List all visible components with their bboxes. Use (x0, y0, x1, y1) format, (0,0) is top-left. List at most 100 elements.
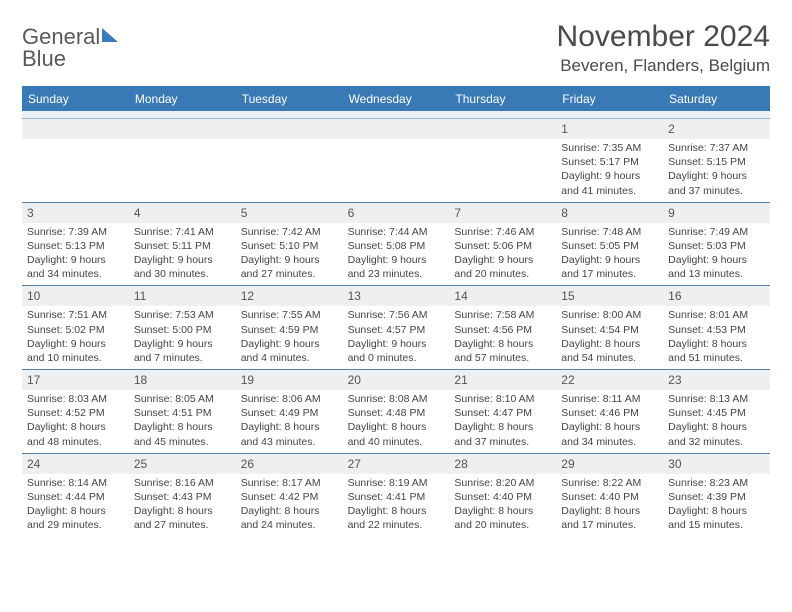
day-number: 29 (556, 454, 663, 474)
sunrise-text: Sunrise: 7:49 AM (668, 225, 765, 239)
day-cell: 29Sunrise: 8:22 AMSunset: 4:40 PMDayligh… (556, 454, 663, 537)
sunset-text: Sunset: 4:54 PM (561, 323, 658, 337)
day-info: Sunrise: 8:14 AMSunset: 4:44 PMDaylight:… (22, 474, 129, 537)
day-info: Sunrise: 8:19 AMSunset: 4:41 PMDaylight:… (343, 474, 450, 537)
day-number: 14 (449, 286, 556, 306)
sunrise-text: Sunrise: 7:51 AM (27, 308, 124, 322)
daylight-text-2: and 10 minutes. (27, 351, 124, 365)
day-number: 9 (663, 203, 770, 223)
day-cell: 20Sunrise: 8:08 AMSunset: 4:48 PMDayligh… (343, 370, 450, 453)
day-info: Sunrise: 8:06 AMSunset: 4:49 PMDaylight:… (236, 390, 343, 453)
day-cell: 30Sunrise: 8:23 AMSunset: 4:39 PMDayligh… (663, 454, 770, 537)
sunrise-text: Sunrise: 7:46 AM (454, 225, 551, 239)
sunrise-text: Sunrise: 8:06 AM (241, 392, 338, 406)
sunset-text: Sunset: 4:41 PM (348, 490, 445, 504)
day-number: 23 (663, 370, 770, 390)
day-number: 1 (556, 119, 663, 139)
day-cell: 25Sunrise: 8:16 AMSunset: 4:43 PMDayligh… (129, 454, 236, 537)
daylight-text-1: Daylight: 8 hours (134, 504, 231, 518)
day-number: 13 (343, 286, 450, 306)
day-number: 22 (556, 370, 663, 390)
daylight-text-1: Daylight: 9 hours (241, 337, 338, 351)
sunset-text: Sunset: 4:49 PM (241, 406, 338, 420)
sunset-text: Sunset: 5:06 PM (454, 239, 551, 253)
calendar: Sunday Monday Tuesday Wednesday Thursday… (22, 86, 770, 536)
day-number: 12 (236, 286, 343, 306)
day-number: 7 (449, 203, 556, 223)
location: Beveren, Flanders, Belgium (557, 56, 770, 76)
sunset-text: Sunset: 4:40 PM (561, 490, 658, 504)
daylight-text-2: and 51 minutes. (668, 351, 765, 365)
daylight-text-2: and 4 minutes. (241, 351, 338, 365)
daylight-text-1: Daylight: 9 hours (561, 253, 658, 267)
sunset-text: Sunset: 5:03 PM (668, 239, 765, 253)
sunrise-text: Sunrise: 8:03 AM (27, 392, 124, 406)
day-cell: 12 Sunrise: 7:55 AMSunset: 4:59 PMDayligh… (236, 286, 343, 369)
daylight-text-2: and 13 minutes. (668, 267, 765, 281)
day-number: 24 (22, 454, 129, 474)
day-info: Sunrise: 7:37 AMSunset: 5:15 PMDaylight:… (663, 139, 770, 202)
sunset-text: Sunset: 4:53 PM (668, 323, 765, 337)
daylight-text-2: and 30 minutes. (134, 267, 231, 281)
daylight-text-2: and 32 minutes. (668, 435, 765, 449)
day-cell: 23Sunrise: 8:13 AMSunset: 4:45 PMDayligh… (663, 370, 770, 453)
sunset-text: Sunset: 4:57 PM (348, 323, 445, 337)
daylight-text-2: and 27 minutes. (134, 518, 231, 532)
day-cell: 21Sunrise: 8:10 AMSunset: 4:47 PMDayligh… (449, 370, 556, 453)
sunset-text: Sunset: 5:15 PM (668, 155, 765, 169)
daylight-text-2: and 48 minutes. (27, 435, 124, 449)
day-cell: 26Sunrise: 8:17 AMSunset: 4:42 PMDayligh… (236, 454, 343, 537)
daylight-text-1: Daylight: 9 hours (134, 253, 231, 267)
dow-row: Sunday Monday Tuesday Wednesday Thursday… (22, 88, 770, 111)
daylight-text-2: and 22 minutes. (348, 518, 445, 532)
day-info: Sunrise: 7:58 AMSunset: 4:56 PMDaylight:… (449, 306, 556, 369)
day-info: Sunrise: 8:00 AMSunset: 4:54 PMDaylight:… (556, 306, 663, 369)
day-cell: 17Sunrise: 8:03 AMSunset: 4:52 PMDayligh… (22, 370, 129, 453)
daylight-text-1: Daylight: 9 hours (134, 337, 231, 351)
daylight-text-2: and 29 minutes. (27, 518, 124, 532)
day-cell: 2Sunrise: 7:37 AMSunset: 5:15 PMDaylight… (663, 119, 770, 202)
daylight-text-2: and 24 minutes. (241, 518, 338, 532)
sunset-text: Sunset: 4:59 PM (241, 323, 338, 337)
daylight-text-2: and 43 minutes. (241, 435, 338, 449)
day-info: Sunrise: 8:13 AMSunset: 4:45 PMDaylight:… (663, 390, 770, 453)
daylight-text-2: and 34 minutes. (561, 435, 658, 449)
sunrise-text: Sunrise: 8:05 AM (134, 392, 231, 406)
header: General Blue November 2024 Beveren, Flan… (22, 20, 770, 76)
day-number: . (22, 119, 129, 139)
daylight-text-1: Daylight: 9 hours (668, 169, 765, 183)
sunset-text: Sunset: 4:44 PM (27, 490, 124, 504)
daylight-text-2: and 17 minutes. (561, 518, 658, 532)
day-number: . (343, 119, 450, 139)
daylight-text-1: Daylight: 9 hours (668, 253, 765, 267)
sunrise-text: Sunrise: 7:55 AM (241, 308, 338, 322)
dow-sun: Sunday (22, 88, 129, 111)
daylight-text-1: Daylight: 9 hours (27, 337, 124, 351)
daylight-text-2: and 41 minutes. (561, 184, 658, 198)
sunset-text: Sunset: 5:05 PM (561, 239, 658, 253)
daylight-text-1: Daylight: 8 hours (668, 420, 765, 434)
daylight-text-1: Daylight: 8 hours (241, 420, 338, 434)
dow-fri: Friday (556, 88, 663, 111)
day-number: 4 (129, 203, 236, 223)
sunset-text: Sunset: 5:17 PM (561, 155, 658, 169)
sunrise-text: Sunrise: 7:53 AM (134, 308, 231, 322)
day-number: 19 (236, 370, 343, 390)
day-info: Sunrise: 7:48 AMSunset: 5:05 PMDaylight:… (556, 223, 663, 286)
daylight-text-2: and 20 minutes. (454, 267, 551, 281)
day-info: Sunrise: 8:11 AMSunset: 4:46 PMDaylight:… (556, 390, 663, 453)
sunrise-text: Sunrise: 8:13 AM (668, 392, 765, 406)
logo-line2: Blue (22, 48, 100, 70)
sunset-text: Sunset: 4:56 PM (454, 323, 551, 337)
day-info: Sunrise: 7:49 AMSunset: 5:03 PMDaylight:… (663, 223, 770, 286)
daylight-text-2: and 15 minutes. (668, 518, 765, 532)
dow-wed: Wednesday (343, 88, 450, 111)
day-cell: 27Sunrise: 8:19 AMSunset: 4:41 PMDayligh… (343, 454, 450, 537)
sunset-text: Sunset: 4:51 PM (134, 406, 231, 420)
day-cell: . (129, 119, 236, 202)
daylight-text-2: and 0 minutes. (348, 351, 445, 365)
sunrise-text: Sunrise: 7:35 AM (561, 141, 658, 155)
sunrise-text: Sunrise: 7:37 AM (668, 141, 765, 155)
day-cell: 16Sunrise: 8:01 AMSunset: 4:53 PMDayligh… (663, 286, 770, 369)
day-info: Sunrise: 8:17 AMSunset: 4:42 PMDaylight:… (236, 474, 343, 537)
